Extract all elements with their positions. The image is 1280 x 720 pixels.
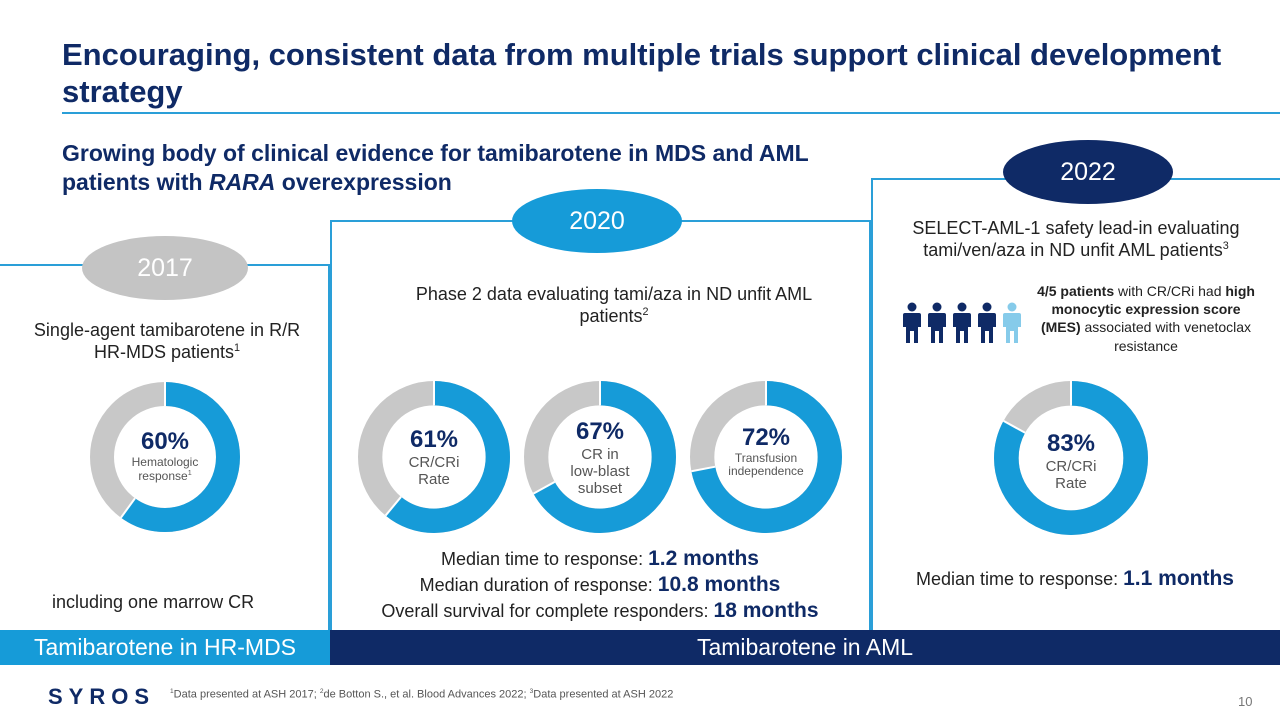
year-badge-2017: 2017	[82, 236, 248, 300]
donut-separator	[532, 481, 556, 495]
donut-2017	[90, 382, 240, 532]
banner-aml: Tamibarotene in AML	[330, 630, 1280, 665]
subtitle-gene: RARA	[208, 168, 276, 195]
patient-icon	[1003, 302, 1021, 343]
donut-2020-lowblast	[524, 381, 676, 533]
patient-icon	[903, 302, 921, 343]
donut-2022-label: 83% CR/CRi Rate	[1031, 430, 1111, 492]
donut-separator	[691, 465, 716, 473]
donut-2017-sub: Hematologic response1	[131, 454, 199, 484]
logo-text: SYROS	[48, 684, 156, 709]
donut-2020-crcri-sub1: CR/CRi	[408, 453, 460, 471]
donut-2020-crcri-label: 61% CR/CRi Rate	[394, 426, 474, 488]
donut-2020-transfusion-sub2: independence	[728, 464, 804, 479]
donut-2020-transfusion-sub1: Transfusion	[734, 450, 798, 465]
donut-2020-lowblast-sub2: low-blast	[570, 462, 630, 480]
donut-2022	[994, 381, 1148, 535]
patient-icon	[978, 302, 996, 343]
page-number: 10	[1238, 694, 1253, 709]
donut-separator	[1003, 420, 1026, 434]
donut-2020-crcri-sub2: Rate	[418, 470, 450, 488]
patients-note: 4/5 patients with CR/CRi had high monocy…	[1037, 283, 1255, 354]
donut-2020-lowblast-label: 67% CR in low-blast subset	[560, 418, 640, 497]
donut-separator	[120, 497, 136, 519]
donut-2017-pct: 60%	[140, 428, 190, 455]
patient-icons	[900, 302, 1030, 344]
syros-logo: SYROS	[48, 682, 155, 712]
stat-overall-survival: Overall survival for complete responders…	[381, 599, 819, 622]
donut-2017-label: 60% Hematologic response1	[120, 428, 210, 484]
donut-2020-crcri-pct: 61%	[409, 426, 459, 453]
subtitle-text-1: Growing body of clinical evidence for ta…	[62, 140, 809, 195]
year-badge-2022: 2022	[1003, 140, 1173, 204]
panel-2020-stats: Median time to response: 1.2 months Medi…	[340, 546, 860, 624]
slide-subtitle: Growing body of clinical evidence for ta…	[62, 139, 882, 197]
footnote: 1Data presented at ASH 2017; 2de Botton …	[170, 688, 674, 701]
patient-icon	[953, 302, 971, 343]
donut-2020-transfusion-pct: 72%	[741, 424, 791, 451]
panel-2017-note: including one marrow CR	[52, 592, 255, 612]
stat-median-time-to-response: Median time to response: 1.2 months	[441, 547, 759, 570]
subtitle-text-2: overexpression	[275, 168, 452, 195]
donut-2022-sub1: CR/CRi	[1045, 457, 1097, 475]
panel-2022-description: SELECT-AML-1 safety lead-in evaluating t…	[912, 218, 1240, 260]
donut-2020-lowblast-pct: 67%	[575, 418, 625, 445]
year-badge-2020: 2020	[512, 189, 682, 253]
donut-separator	[384, 496, 402, 517]
donut-2020-lowblast-sub1: CR in	[581, 445, 619, 463]
patient-icon	[928, 302, 946, 343]
donut-2022-pct: 83%	[1046, 430, 1096, 457]
panel-2022-stat: Median time to response: 1.1 months	[916, 567, 1234, 590]
panel-2020-description: Phase 2 data evaluating tami/aza in ND u…	[415, 284, 813, 326]
donut-2020-crcri	[358, 381, 510, 533]
donut-2020-transfusion-label: 72% Transfusion independence	[721, 424, 811, 479]
stat-median-duration-of-response: Median duration of response: 10.8 months	[419, 573, 781, 596]
donut-2020-lowblast-sub3: subset	[577, 480, 623, 498]
title-divider	[62, 112, 1280, 114]
banner-hr-mds: Tamibarotene in HR-MDS	[0, 630, 330, 665]
donut-2020-transfusion	[690, 381, 842, 533]
panel-2017-description: Single-agent tamibarotene in R/R HR-MDS …	[33, 320, 301, 362]
donut-2022-sub2: Rate	[1055, 474, 1087, 492]
slide-title: Encouraging, consistent data from multip…	[62, 37, 1222, 110]
